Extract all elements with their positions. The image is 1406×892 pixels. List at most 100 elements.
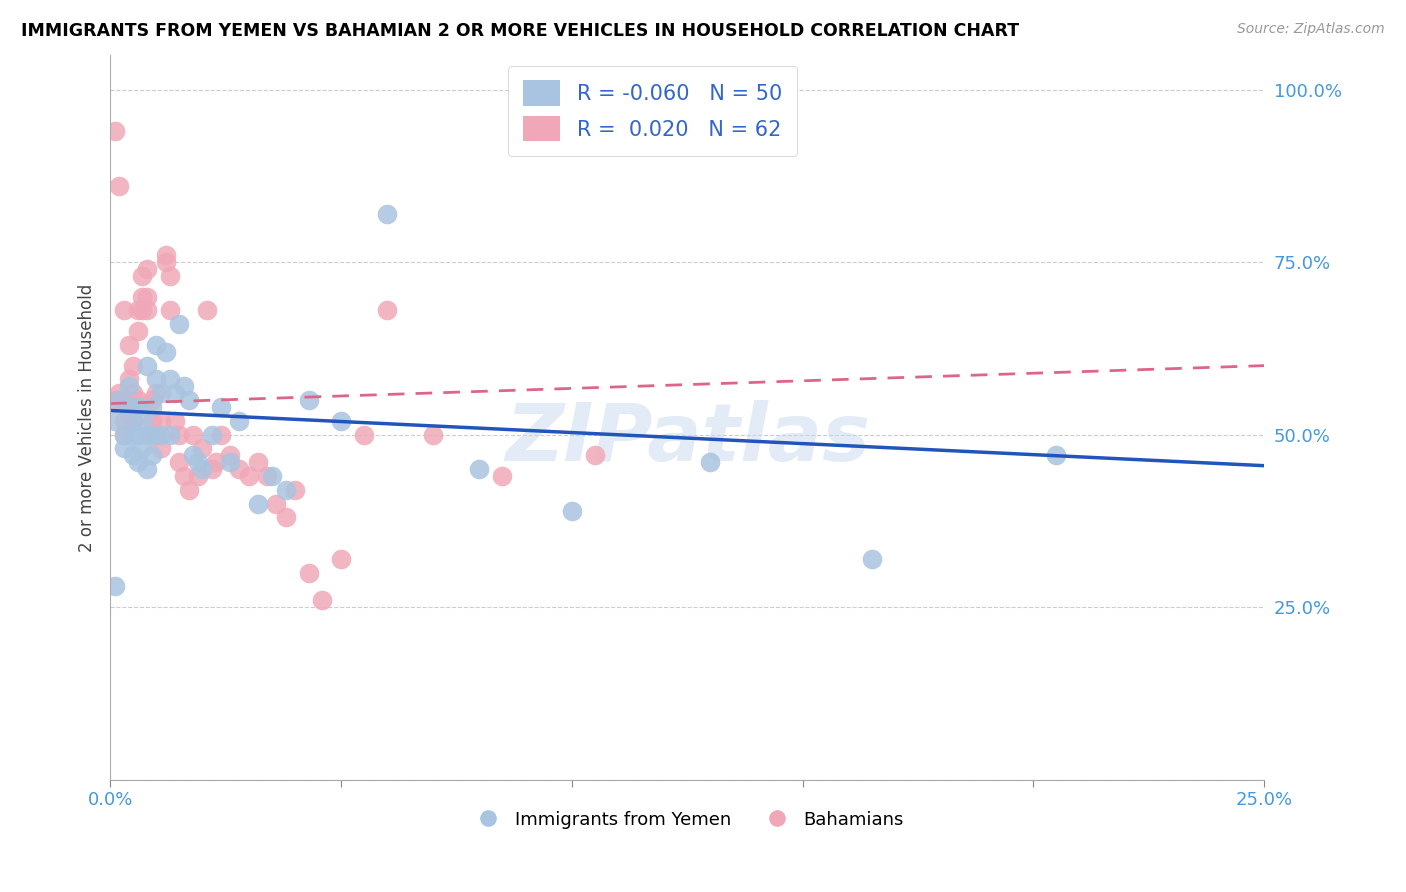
Point: [108, 386, 131, 401]
Point: [561, 503, 583, 517]
Point: [205, 455, 228, 469]
Point: [112, 442, 135, 456]
Point: [145, 427, 167, 442]
Point: [141, 414, 163, 428]
Point: [136, 262, 159, 277]
Point: [136, 359, 159, 373]
Point: [201, 427, 224, 442]
Point: [422, 427, 444, 442]
Point: [127, 393, 149, 408]
Y-axis label: 2 or more Vehicles in Household: 2 or more Vehicles in Household: [79, 284, 96, 551]
Point: [266, 497, 288, 511]
Point: [246, 455, 269, 469]
Point: [155, 248, 177, 262]
Point: [117, 400, 139, 414]
Point: [353, 427, 375, 442]
Point: [177, 483, 200, 497]
Point: [145, 338, 167, 352]
Point: [141, 393, 163, 408]
Point: [195, 303, 218, 318]
Point: [127, 324, 149, 338]
Point: [136, 427, 159, 442]
Text: Source: ZipAtlas.com: Source: ZipAtlas.com: [1237, 22, 1385, 37]
Point: [122, 359, 145, 373]
Point: [131, 303, 153, 318]
Point: [298, 393, 321, 408]
Point: [311, 593, 333, 607]
Point: [159, 268, 181, 283]
Point: [141, 400, 163, 414]
Point: [122, 414, 145, 428]
Point: [187, 469, 209, 483]
Point: [173, 379, 195, 393]
Point: [145, 372, 167, 386]
Point: [117, 379, 139, 393]
Point: [375, 207, 398, 221]
Point: [127, 427, 149, 442]
Point: [112, 427, 135, 442]
Point: [1045, 448, 1067, 462]
Point: [298, 566, 321, 580]
Point: [274, 483, 297, 497]
Text: ZIPatlas: ZIPatlas: [505, 401, 870, 478]
Point: [127, 455, 149, 469]
Point: [117, 372, 139, 386]
Point: [122, 448, 145, 462]
Point: [104, 124, 127, 138]
Point: [112, 393, 135, 408]
Point: [122, 414, 145, 428]
Point: [104, 393, 127, 408]
Legend: Immigrants from Yemen, Bahamians: Immigrants from Yemen, Bahamians: [463, 804, 911, 836]
Point: [159, 427, 181, 442]
Point: [201, 462, 224, 476]
Point: [191, 442, 214, 456]
Point: [583, 448, 606, 462]
Point: [127, 400, 149, 414]
Point: [122, 427, 145, 442]
Point: [136, 290, 159, 304]
Point: [209, 427, 232, 442]
Point: [163, 386, 186, 401]
Point: [131, 268, 153, 283]
Point: [149, 442, 172, 456]
Point: [108, 179, 131, 194]
Point: [177, 393, 200, 408]
Point: [131, 442, 153, 456]
Point: [246, 497, 269, 511]
Point: [228, 462, 250, 476]
Point: [122, 386, 145, 401]
Point: [112, 303, 135, 318]
Point: [131, 290, 153, 304]
Point: [228, 414, 250, 428]
Point: [181, 448, 204, 462]
Point: [145, 386, 167, 401]
Point: [155, 255, 177, 269]
Point: [284, 483, 307, 497]
Point: [136, 462, 159, 476]
Point: [104, 414, 127, 428]
Point: [127, 303, 149, 318]
Point: [219, 448, 242, 462]
Point: [104, 579, 127, 593]
Point: [274, 510, 297, 524]
Point: [117, 338, 139, 352]
Point: [159, 303, 181, 318]
Point: [491, 469, 513, 483]
Point: [141, 448, 163, 462]
Point: [169, 427, 191, 442]
Point: [173, 469, 195, 483]
Text: IMMIGRANTS FROM YEMEN VS BAHAMIAN 2 OR MORE VEHICLES IN HOUSEHOLD CORRELATION CH: IMMIGRANTS FROM YEMEN VS BAHAMIAN 2 OR M…: [21, 22, 1019, 40]
Point: [375, 303, 398, 318]
Point: [209, 400, 232, 414]
Point: [219, 455, 242, 469]
Point: [112, 414, 135, 428]
Point: [860, 551, 883, 566]
Point: [187, 455, 209, 469]
Point: [131, 414, 153, 428]
Point: [149, 386, 172, 401]
Point: [169, 317, 191, 331]
Point: [238, 469, 260, 483]
Point: [155, 344, 177, 359]
Point: [468, 462, 491, 476]
Point: [149, 414, 172, 428]
